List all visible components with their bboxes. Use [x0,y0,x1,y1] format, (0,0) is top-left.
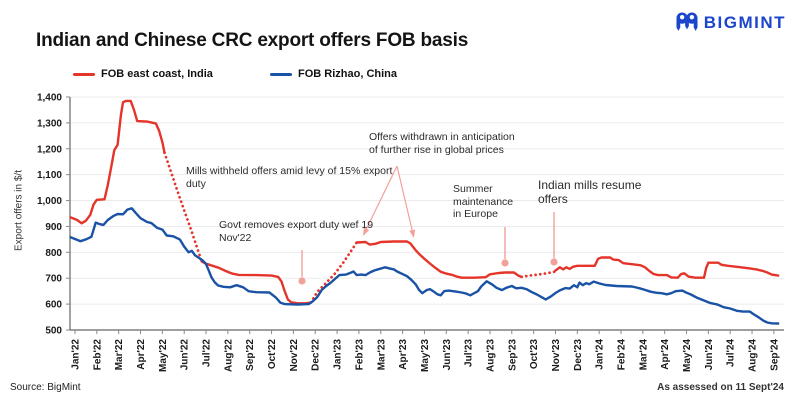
x-tick-label: Aug'23 [485,339,496,372]
x-tick-label: Sep'24 [769,339,780,371]
x-tick-label: Jan'22 [71,339,82,370]
x-tick-label: Jul'24 [726,339,737,367]
annotation-arrowhead [363,227,370,236]
bigmint-logo-icon [676,12,698,31]
annotation-indian-mills-resume: Indian mills resume offers [538,178,642,207]
x-tick-label: Dec'23 [573,339,584,371]
india-line-swatch [73,72,95,76]
annotation-arrow-line [396,165,414,233]
x-tick-label: Jun'24 [704,339,715,371]
annotation-pointer-dot [501,259,509,267]
legend-item-china: FOB Rizhao, China [270,68,397,80]
x-tick-label: May'22 [158,339,169,372]
x-tick-label: May'23 [420,339,431,372]
x-tick-label: Feb'23 [354,339,365,371]
x-tick-label: Nov'22 [289,339,300,372]
annotation-offers-withdrawn: Offers withdrawn in anticipation of furt… [369,131,515,156]
y-tick-label: 900 [45,222,62,233]
fob-india-line-solid [69,99,166,225]
fob-rizhao-line-solid [69,207,780,325]
x-tick-label: May'24 [682,339,693,372]
x-tick-label: Mar'22 [114,339,125,371]
china-line-swatch [270,72,292,76]
x-tick-label: Jul'22 [202,339,213,367]
legend-label-china: FOB Rizhao, China [298,68,397,80]
fob-india-line-dotted [163,151,204,263]
page-title: Indian and Chinese CRC export offers FOB… [36,30,469,51]
x-tick-label: Feb'24 [617,339,628,371]
x-tick-label: Oct'22 [267,339,278,370]
brand-name: BIGMINT [703,13,786,32]
y-tick-label: 1,000 [37,196,62,207]
fob-india-line-solid [355,240,523,279]
x-tick-label: Feb'22 [92,339,103,371]
x-tick-label: Jan'24 [595,339,606,370]
legend-item-india: FOB east coast, India [73,68,213,80]
annotation-pointer-dot [550,258,558,266]
x-tick-label: Sep'22 [245,339,256,371]
x-tick-label: Jun'23 [442,339,453,371]
brand-logo: BIGMINT [675,10,786,36]
x-tick-label: Apr'22 [136,339,147,370]
x-tick-label: Jun'22 [180,339,191,371]
x-tick-label: Dec'22 [311,339,322,371]
x-tick-label: Mar'23 [376,339,387,371]
y-tick-label: 1,100 [37,170,62,181]
legend-label-india: FOB east coast, India [101,68,213,80]
annotation-arrowhead [409,229,416,238]
x-tick-label: Oct'23 [529,339,540,370]
x-tick-label: Apr'24 [660,339,671,370]
annotation-summer-maintenance: Summer maintenance in Europe [453,183,514,221]
y-tick-label: 1,400 [37,93,62,104]
x-tick-label: Jan'23 [333,339,344,370]
x-tick-label: Sep'23 [507,339,518,371]
y-tick-label: 700 [45,274,62,285]
x-tick-label: Apr'23 [398,339,409,370]
fob-india-line-dotted [309,241,359,304]
x-tick-label: Aug'22 [223,339,234,372]
y-tick-label: 1,300 [37,118,62,129]
x-tick-label: Nov'23 [551,339,562,372]
fob-india-line-solid [200,260,313,305]
y-tick-label: 1,200 [37,144,62,155]
source-note: Source: BigMint [10,382,81,393]
x-tick-label: Jul'23 [464,339,475,367]
y-tick-label: 800 [45,248,62,259]
y-tick-label: 600 [45,300,62,311]
annotation-arrow-line [365,165,398,231]
annotation-mills-withheld: Mills withheld offers amid levy of 15% e… [186,165,393,190]
x-tick-label: Mar'24 [638,339,649,371]
annotation-govt-removes-duty: Govt removes export duty wef 19 Nov'22 [219,219,374,244]
assessed-date-note: As assessed on 11 Sept'24 [657,382,784,393]
y-tick-label: 500 [45,326,62,337]
fob-india-line-solid [554,256,780,279]
x-tick-label: Aug'24 [748,339,759,372]
annotation-pointer-dot [298,277,306,285]
fob-india-line-dotted [520,270,557,279]
